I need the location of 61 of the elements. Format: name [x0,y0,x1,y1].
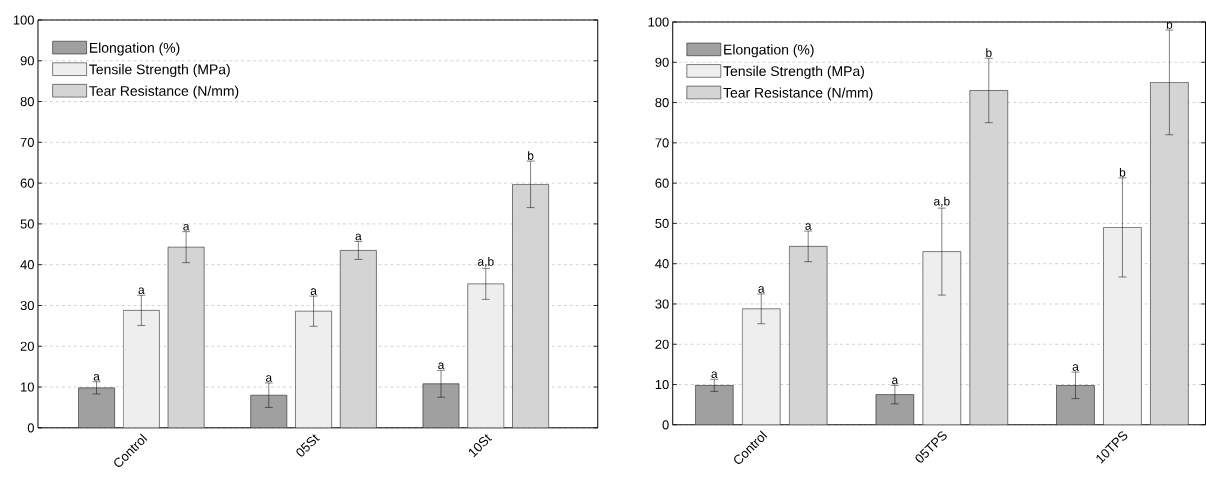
annotation: a [355,233,362,241]
annotation: a [93,374,100,381]
y-tick-label: 80 [655,98,669,108]
legend-label: Tensile Strength (MPa) [723,65,864,79]
y-tick-label: 100 [13,15,34,25]
y-tick-label: 90 [20,56,34,66]
y-tick-label: 40 [655,259,669,269]
bar [422,383,460,428]
bar [250,395,288,428]
y-tick-label: 10 [21,382,34,392]
annotation: a [892,377,899,385]
bar [78,387,115,428]
y-tick-label: 70 [655,138,669,148]
annotation: a [183,224,190,231]
annotation: a [310,288,317,295]
y-tick-label: 40 [20,260,34,270]
bar [167,247,205,428]
annotation: a [711,371,718,379]
bar [467,283,505,428]
y-tick-label: 30 [655,299,669,309]
y-tick-label: 10 [655,380,669,390]
bar [295,311,332,428]
y-tick-label: 100 [648,17,669,27]
bar [1150,82,1189,425]
y-tick-label: 0 [662,420,669,430]
bar [1103,227,1142,425]
legend-label: Elongation (%) [90,42,180,56]
y-tick-label: 80 [20,97,34,107]
annotation: a,b [934,196,950,207]
bar [742,308,781,425]
annotation: a [1072,364,1079,371]
legend-label: Tear Resistance (N/mm) [89,85,239,99]
annotation: a [138,287,145,295]
y-tick-label: 60 [655,178,669,188]
y-tick-label: 60 [20,178,34,188]
annotation: a [758,286,765,293]
y-tick-label: 70 [20,137,34,148]
y-tick-label: 50 [655,218,669,229]
y-tick-label: 90 [655,57,669,67]
legend-label: Tear Resistance (N/mm) [723,87,873,101]
y-tick-label: 30 [20,300,34,311]
bar [340,250,377,428]
annotation: a [805,223,812,230]
y-tick-label: 20 [20,341,34,351]
annotation: a [438,362,445,370]
annotation: b [1119,168,1126,177]
y-tick-label: 0 [27,423,34,433]
annotation: b [986,48,992,58]
bar [512,184,549,428]
annotation: b [528,151,534,160]
annotation: a [265,375,273,382]
y-tick-label: 20 [655,339,669,349]
legend-label: Tensile Strength (MPa) [89,64,230,78]
bar [969,90,1008,425]
bar [875,394,915,425]
bar [122,310,160,428]
bar [788,246,828,425]
bar [922,251,962,425]
legend-label: Elongation (%) [724,44,814,58]
y-tick-label: 50 [20,219,34,229]
annotation: a,b [478,257,494,268]
